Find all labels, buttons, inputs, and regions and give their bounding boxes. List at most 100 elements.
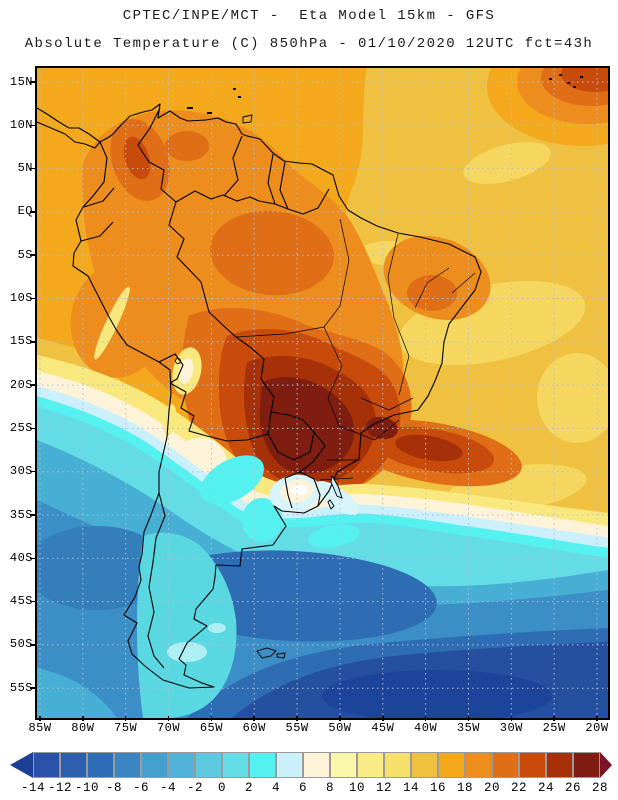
colorbar-cell-14 [411,752,438,778]
lon-tick-label-50W: 50W [328,721,352,735]
colorbar-tick-label--2: -2 [186,781,204,795]
colorbar-cell-1 [60,752,87,778]
colorbar-tick-label-18: 18 [456,781,474,795]
map-plot-area [35,66,610,720]
lon-tick-label-70W: 70W [156,721,181,735]
south-america-coastline [72,103,482,689]
colorbar-right-arrow-icon [600,752,612,778]
lon-tick-mark [82,716,84,721]
falkland-islands [256,647,286,659]
colorbar-tick-label-26: 26 [564,781,582,795]
lat-tick-mark [30,297,36,300]
colorbar-tick-label-6: 6 [298,781,308,795]
colorbar-tick-label-24: 24 [537,781,555,795]
trinidad-island [242,114,253,124]
lon-tick-mark [210,716,213,721]
colorbar-left-arrow-icon [10,752,33,778]
lon-tick-mark [553,716,555,721]
lat-tick-mark [30,211,36,213]
lon-tick-mark [467,716,470,721]
colorbar-tick-label-22: 22 [510,781,528,795]
lon-tick-label-25W: 25W [542,721,566,735]
lon-tick-mark [510,716,513,721]
colorbar-tick-label-10: 10 [348,781,366,795]
temperature-field [37,68,608,718]
lon-tick-label-60W: 60W [242,721,266,735]
lat-tick-mark [30,600,36,603]
colorbar-cell-5 [168,752,195,778]
lon-tick-mark [124,716,127,721]
cape-verde-islands [549,74,583,88]
longitude-gridlines [39,68,598,718]
lat-tick-mark [30,124,36,127]
colorbar-cell-15 [438,752,465,778]
lon-tick-mark [167,716,170,721]
colorbar-cell-18 [519,752,546,778]
coastal-lagoons [327,474,343,510]
lon-tick-label-35W: 35W [456,721,481,735]
colorbar-tick-label-16: 16 [429,781,447,795]
lat-tick-label-10N: 10N [9,117,33,132]
colorbar-cell-20 [573,752,600,778]
lon-tick-label-40W: 40W [414,721,438,735]
colorbar-tick-label-14: 14 [402,781,420,795]
lat-tick-label-55S: 55S [9,680,33,695]
colorbar-cell-2 [87,752,114,778]
lat-tick-mark [30,341,36,343]
lat-tick-label-10S: 10S [9,291,33,305]
colorbar-tick-label--8: -8 [105,781,123,795]
lat-tick-label-15N: 15N [9,74,33,89]
lon-tick-mark [424,716,427,721]
lat-tick-mark [30,254,36,256]
lat-tick-label-15S: 15S [9,334,33,349]
state-borders [235,218,476,481]
lat-tick-label-45S: 45S [9,594,33,609]
lat-tick-label-35S: 35S [9,507,33,522]
colorbar-tick-label-28: 28 [591,781,609,795]
lake-titicaca [175,358,181,364]
lat-tick-label-50S: 50S [9,637,33,652]
colorbar-tick-label-8: 8 [325,781,335,795]
coastlines-and-borders [37,103,482,689]
lon-tick-mark [296,716,298,721]
colorbar-cell-13 [384,752,411,778]
lat-tick-mark [30,557,36,560]
colorbar-tick-label-20: 20 [483,781,501,795]
page-subtitle: Absolute Temperature (C) 850hPa - 01/10/… [24,36,594,52]
colorbar-tick-label--4: -4 [159,781,177,795]
colorbar-cell-3 [114,752,141,778]
lat-tick-label-25S: 25S [9,420,33,435]
temperature-map-svg [37,68,608,718]
lat-tick-mark [30,514,36,516]
colorbar-tick-label-12: 12 [375,781,393,795]
lon-tick-label-30W: 30W [499,721,523,735]
colorbar-tick-label--14: -14 [20,781,46,795]
lon-tick-label-85W: 85W [28,721,52,735]
colorbar-tick-label-0: 0 [217,781,227,795]
lat-tick-mark [30,644,36,646]
lon-tick-mark [39,716,41,721]
lat-tick-mark [30,384,36,386]
caribbean-islands [187,88,241,114]
colorbar-cell-16 [465,752,492,778]
lon-tick-label-45W: 45W [371,721,395,735]
colorbar-tick-label--6: -6 [132,781,150,795]
colorbar-cell-4 [141,752,168,778]
colorbar-cell-11 [330,752,357,778]
colorbar-tick-label--12: -12 [47,781,73,795]
colorbar-cell-8 [249,752,276,778]
latitude-gridlines [37,81,608,689]
lat-tick-mark [30,81,36,83]
lon-tick-label-65W: 65W [199,721,223,735]
page-title: CPTEC/INPE/MCT - Eta Model 15km - GFS [122,8,496,24]
lat-tick-label-5S: 5S [17,247,33,262]
colorbar-cell-19 [546,752,573,778]
colorbar-cell-12 [357,752,384,778]
lat-tick-label-20S: 20S [9,377,33,392]
lon-tick-mark [253,716,255,721]
lat-tick-mark [30,470,36,473]
colorbar-cell-9 [276,752,303,778]
lon-tick-label-20W: 20W [585,721,609,735]
lon-tick-label-75W: 75W [114,721,138,735]
